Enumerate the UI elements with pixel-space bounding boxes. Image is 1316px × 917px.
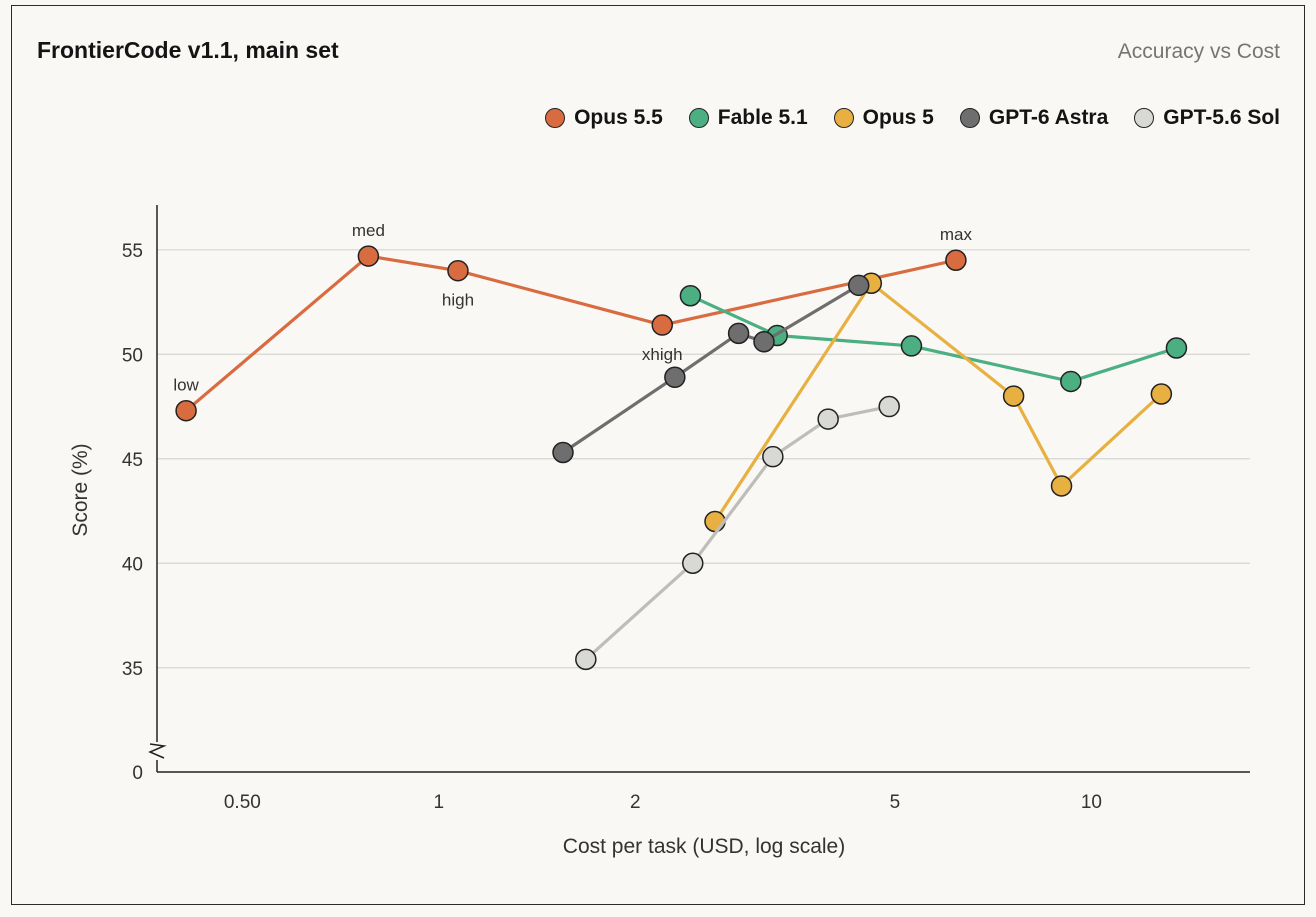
data-point	[1165, 337, 1188, 359]
data-point	[1150, 383, 1173, 405]
data-point	[357, 245, 380, 267]
data-point	[651, 314, 674, 336]
legend: Opus 5.5 Fable 5.1 Opus 5 GPT-6 Astra GPT-5.…	[545, 106, 1280, 130]
point-label: high	[442, 291, 474, 310]
data-point	[727, 322, 750, 345]
data-point	[679, 285, 702, 307]
series-line	[713, 281, 1163, 524]
series-gpt-6-astra	[552, 274, 870, 464]
y-tick-label: 35	[122, 659, 143, 680]
legend-item: GPT-6 Astra	[959, 106, 1109, 130]
x-tick-label: 2	[630, 792, 641, 813]
data-point	[447, 259, 469, 282]
data-point	[664, 366, 686, 389]
legend-label: GPT-5.6 Sol	[1163, 106, 1280, 129]
chart-subtitle: Accuracy vs Cost	[1117, 40, 1280, 63]
axes: 35 40 45 50 55 0 0.50 1 2 5 10	[122, 205, 1250, 813]
y-tick-label: 40	[122, 554, 143, 575]
y-tick-label: 45	[122, 450, 143, 471]
legend-label: Opus 5.5	[574, 106, 663, 129]
legend-swatch	[1134, 108, 1155, 128]
data-point	[1060, 370, 1082, 393]
data-point	[682, 552, 704, 575]
point-labels: low med high xhigh max	[173, 221, 972, 395]
chart-title: FrontierCode v1.1, main set	[37, 37, 339, 63]
data-point	[552, 441, 574, 464]
x-tick-label: 0.50	[224, 792, 261, 813]
series-layer	[175, 245, 1188, 671]
series-line	[584, 404, 891, 661]
series-opus-5-5	[175, 245, 967, 422]
x-tick-label: 10	[1081, 792, 1102, 813]
point-label: med	[352, 221, 385, 240]
legend-label: Fable 5.1	[717, 106, 808, 129]
legend-label: Opus 5	[862, 106, 934, 129]
legend-item: Fable 5.1	[688, 106, 808, 130]
legend-swatch	[688, 108, 709, 128]
legend-item: Opus 5	[833, 106, 934, 130]
y-axis-label: Score (%)	[69, 443, 92, 536]
data-point	[900, 335, 923, 357]
point-label: xhigh	[642, 345, 683, 364]
data-point	[878, 395, 900, 418]
data-point	[753, 330, 775, 353]
data-point	[704, 510, 726, 533]
series-gpt-5-6-sol	[575, 395, 900, 671]
data-point	[847, 274, 870, 297]
chart-frame	[11, 5, 1305, 905]
data-point	[817, 408, 839, 430]
legend-label: GPT-6 Astra	[988, 106, 1109, 129]
x-tick-label: 1	[434, 792, 445, 813]
y-tick-label: 0	[132, 763, 143, 784]
point-label: max	[940, 225, 973, 244]
data-point	[1002, 385, 1025, 407]
legend-swatch	[959, 108, 980, 128]
x-axis-label: Cost per task (USD, log scale)	[563, 835, 845, 858]
legend-swatch	[833, 108, 854, 128]
series-opus-5	[704, 272, 1173, 533]
legend-swatch	[545, 108, 566, 128]
data-point	[1050, 475, 1073, 497]
y-tick-label: 55	[122, 241, 143, 262]
y-tick-label: 50	[122, 345, 143, 366]
gridlines	[157, 249, 1250, 669]
series-line	[184, 254, 958, 413]
axis-break-marker	[148, 743, 167, 759]
legend-item: Opus 5.5	[545, 106, 663, 130]
x-tick-label: 5	[890, 792, 901, 813]
legend-item: GPT-5.6 Sol	[1134, 106, 1280, 130]
data-point	[575, 648, 597, 671]
data-point	[762, 445, 784, 468]
data-point	[945, 249, 967, 271]
point-label: low	[173, 376, 199, 395]
data-point	[175, 399, 197, 422]
